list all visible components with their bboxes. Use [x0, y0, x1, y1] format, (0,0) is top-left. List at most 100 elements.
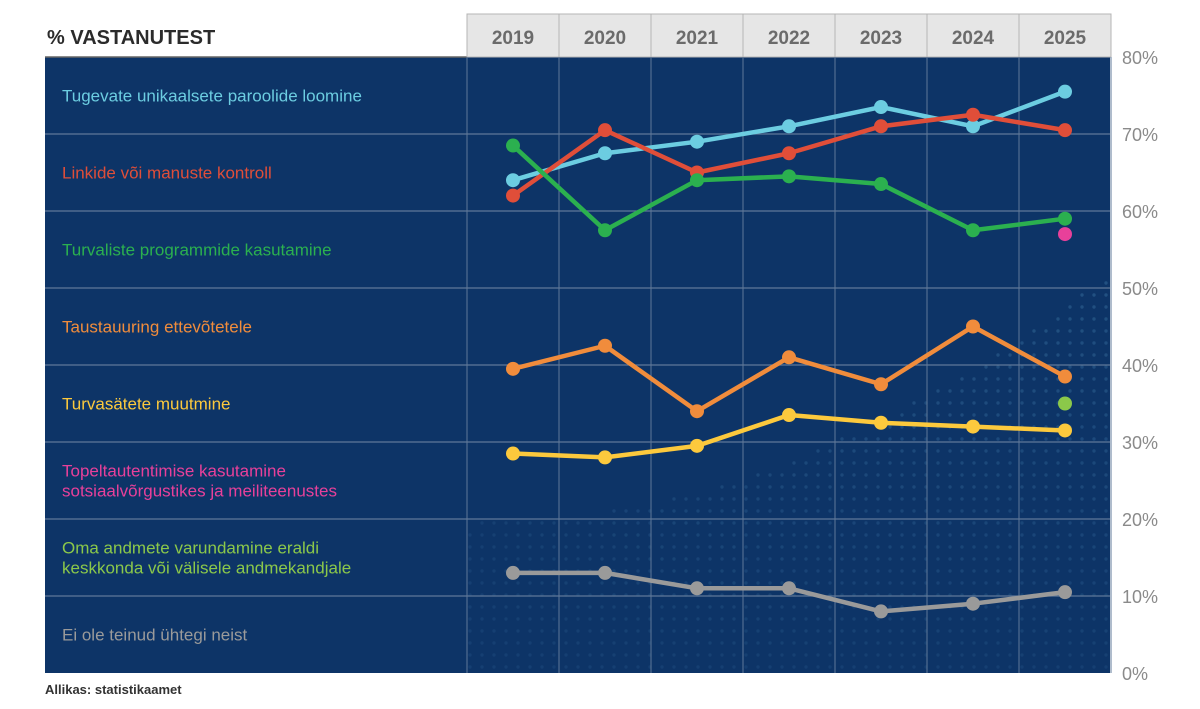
pattern-dot: [1032, 617, 1036, 621]
pattern-dot: [576, 617, 580, 621]
pattern-dot: [816, 533, 820, 537]
pattern-dot: [996, 389, 1000, 393]
pattern-dot: [564, 557, 568, 561]
pattern-dot: [888, 509, 892, 513]
pattern-dot: [1020, 509, 1024, 513]
pattern-dot: [600, 629, 604, 633]
pattern-dot: [1008, 509, 1012, 513]
pattern-dot: [984, 569, 988, 573]
pattern-dot: [1080, 605, 1084, 609]
data-point: [690, 581, 704, 596]
pattern-dot: [744, 509, 748, 513]
pattern-dot: [612, 665, 616, 669]
pattern-dot: [804, 461, 808, 465]
pattern-dot: [696, 641, 700, 645]
pattern-dot: [996, 557, 1000, 561]
pattern-dot: [804, 605, 808, 609]
pattern-dot: [804, 533, 808, 537]
pattern-dot: [732, 509, 736, 513]
data-point: [506, 446, 520, 461]
data-point: [782, 408, 796, 423]
pattern-dot: [1092, 569, 1096, 573]
pattern-dot: [732, 665, 736, 669]
pattern-dot: [948, 569, 952, 573]
pattern-dot: [756, 605, 760, 609]
pattern-dot: [720, 533, 724, 537]
pattern-dot: [960, 377, 964, 381]
pattern-dot: [1104, 641, 1108, 645]
pattern-dot: [588, 581, 592, 585]
pattern-dot: [780, 629, 784, 633]
pattern-dot: [768, 653, 772, 657]
pattern-dot: [1092, 581, 1096, 585]
pattern-dot: [816, 485, 820, 489]
pattern-dot: [876, 461, 880, 465]
pattern-dot: [1092, 617, 1096, 621]
series-group: [1058, 227, 1072, 242]
pattern-dot: [1092, 437, 1096, 441]
pattern-dot: [984, 473, 988, 477]
pattern-dot: [516, 665, 520, 669]
pattern-dot: [1104, 557, 1108, 561]
pattern-dot: [1068, 521, 1072, 525]
data-point: [874, 604, 888, 619]
pattern-dot: [600, 641, 604, 645]
pattern-dot: [1008, 353, 1012, 357]
pattern-dot: [1056, 497, 1060, 501]
pattern-dot: [744, 533, 748, 537]
pattern-dot: [972, 449, 976, 453]
pattern-dot: [828, 545, 832, 549]
pattern-dot: [1056, 485, 1060, 489]
pattern-dot: [996, 521, 1000, 525]
pattern-dot: [636, 629, 640, 633]
pattern-dot: [636, 617, 640, 621]
pattern-dot: [1020, 389, 1024, 393]
pattern-dot: [540, 641, 544, 645]
pattern-dot: [984, 485, 988, 489]
pattern-dot: [504, 557, 508, 561]
pattern-dot: [1032, 473, 1036, 477]
y-tick-label: 70%: [1122, 125, 1158, 145]
pattern-dot: [864, 437, 868, 441]
pattern-dot: [720, 569, 724, 573]
pattern-dot: [852, 665, 856, 669]
data-point: [1058, 211, 1072, 226]
pattern-dot: [600, 605, 604, 609]
pattern-dot: [1092, 641, 1096, 645]
pattern-dot: [1092, 557, 1096, 561]
pattern-dot: [804, 509, 808, 513]
pattern-dot: [1020, 521, 1024, 525]
pattern-dot: [780, 521, 784, 525]
pattern-dot: [1080, 353, 1084, 357]
pattern-dot: [1104, 317, 1108, 321]
chart-title: % VASTANUTEST: [47, 27, 215, 49]
pattern-dot: [552, 557, 556, 561]
pattern-dot: [660, 521, 664, 525]
pattern-dot: [552, 641, 556, 645]
pattern-dot: [912, 437, 916, 441]
pattern-dot: [1044, 329, 1048, 333]
pattern-dot: [888, 605, 892, 609]
pattern-dot: [660, 629, 664, 633]
pattern-dot: [948, 641, 952, 645]
pattern-dot: [1068, 485, 1072, 489]
pattern-dot: [972, 401, 976, 405]
pattern-dot: [744, 545, 748, 549]
pattern-dot: [1008, 581, 1012, 585]
pattern-dot: [1092, 605, 1096, 609]
pattern-dot: [900, 533, 904, 537]
pattern-dot: [840, 449, 844, 453]
pattern-dot: [1104, 461, 1108, 465]
pattern-dot: [816, 569, 820, 573]
pattern-dot: [936, 521, 940, 525]
pattern-dot: [1080, 425, 1084, 429]
pattern-dot: [828, 569, 832, 573]
pattern-dot: [708, 557, 712, 561]
pattern-dot: [816, 665, 820, 669]
data-point: [1058, 227, 1072, 242]
pattern-dot: [1080, 317, 1084, 321]
pattern-dot: [540, 653, 544, 657]
pattern-dot: [768, 665, 772, 669]
pattern-dot: [888, 629, 892, 633]
